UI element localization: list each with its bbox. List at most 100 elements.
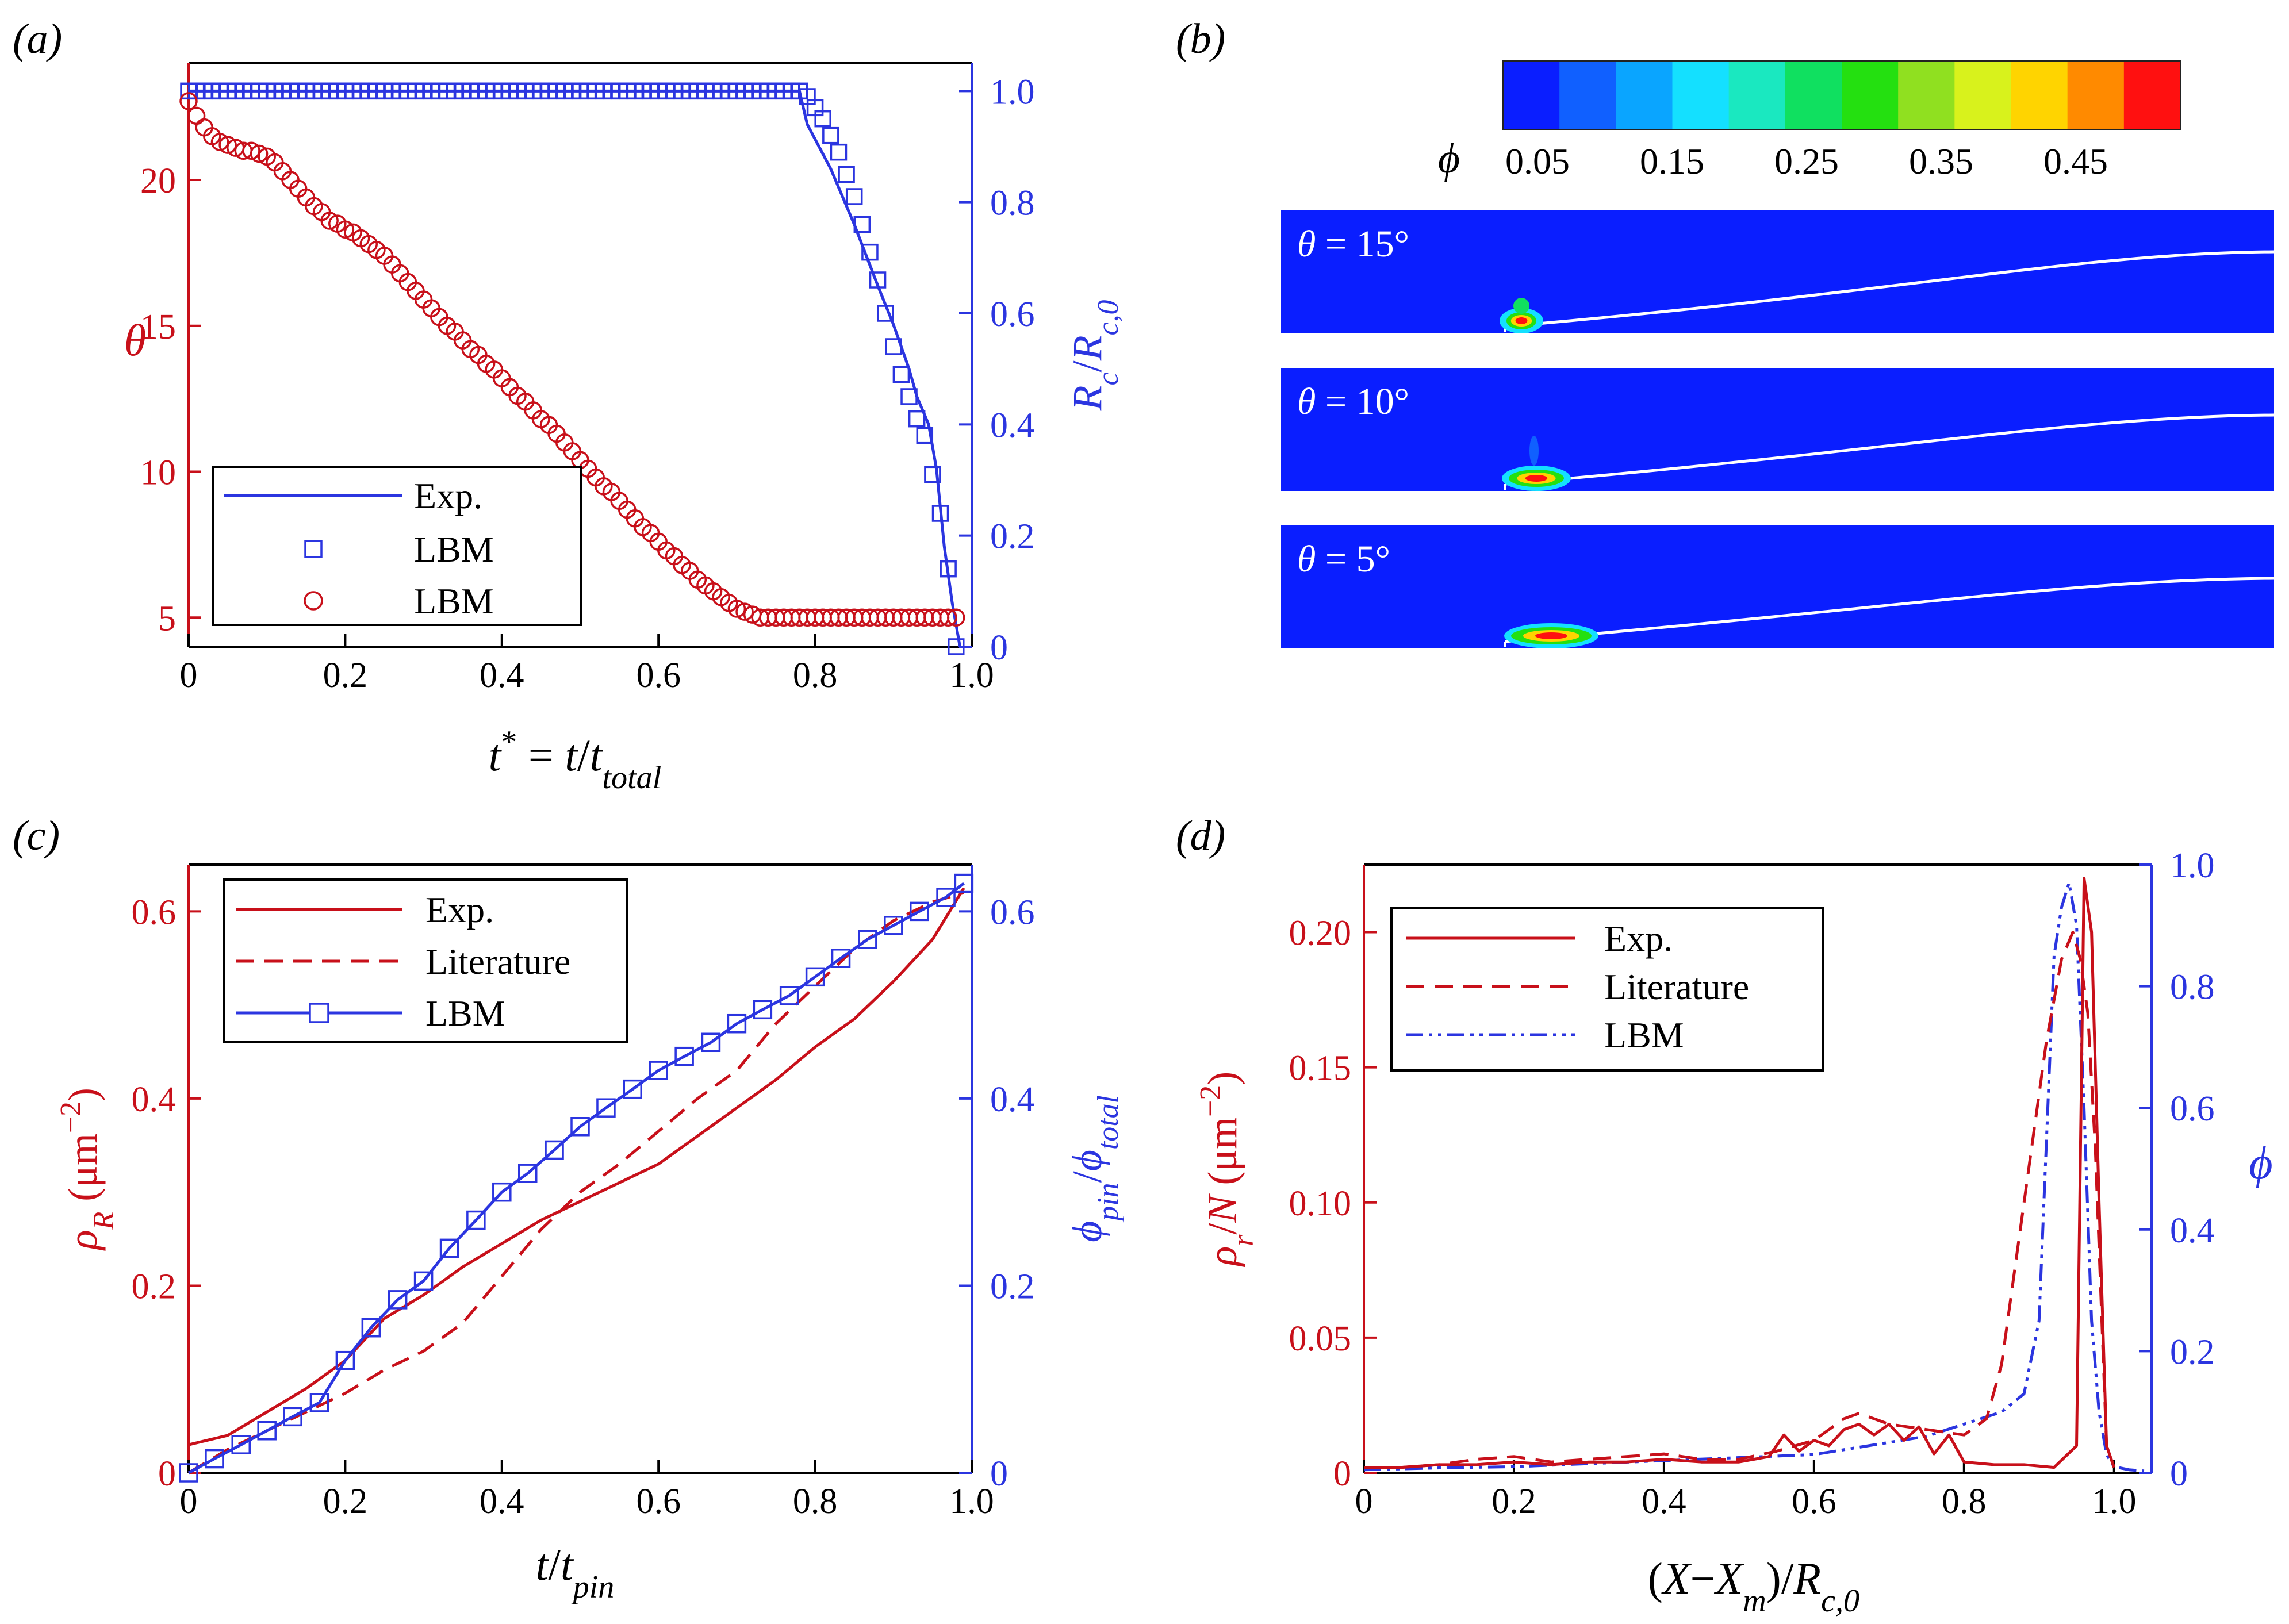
series-lbm-square [388,1290,408,1310]
y-axis-label: ρr/N (μm−2) [1194,1072,1260,1268]
colorbar-segment [1616,61,1673,129]
phi-contour-plume [1513,298,1529,314]
colorbar-tick-label: 0.25 [1774,141,1839,182]
series-lbm-square [936,888,956,907]
series-lbm-square [283,1407,302,1427]
y2-tick-label: 0 [990,1454,1008,1494]
y-tick-label: 0.15 [1289,1049,1352,1088]
series-lbm-square [753,1000,773,1020]
y-tick-label: 15 [140,308,176,347]
y-tick-label: 0 [1333,1454,1351,1494]
field-background [1281,210,2274,333]
y-tick-label: 0.20 [1289,914,1352,953]
y-tick-label: 10 [140,454,176,493]
series-lbm-circle [218,136,237,154]
series-lbm-circle [187,106,206,125]
panel-tag-c: (c) [13,812,60,859]
y-tick-label: 0.4 [132,1080,177,1119]
y2-tick-label: 0.6 [2170,1089,2215,1128]
colorbar-segment [1842,61,1899,129]
series-lbm-square [931,505,949,522]
panel-tag-d: (d) [1176,812,1225,859]
legend-key-lbm-circle [304,591,323,611]
series-lbm-square [413,1271,434,1291]
colorbar-segment [1559,61,1617,129]
phi-contour-core [1525,475,1548,482]
field-background [1281,368,2274,491]
series-lbm-square [869,271,887,289]
colorbar-segment [1728,61,1786,129]
x-axis-label: (X−Xm)/Rc,0 [1648,1553,1859,1619]
series-lbm-circle [320,212,339,230]
y-tick-label: 0.10 [1289,1184,1352,1223]
y2-axis-label: ϕ [2249,1138,2272,1189]
legend-label-literature: Literature [1604,966,1749,1007]
y2-tick-label: 0 [990,628,1008,667]
phi-contour-core [1535,632,1567,639]
colorbar-segment [1898,61,1956,129]
phi-contour-core [1515,317,1528,324]
y-tick-label: 0.2 [132,1267,177,1306]
series-lbm-square [814,110,831,128]
series-lbm-square [231,1435,251,1454]
y-tick-label: 20 [140,162,176,201]
series-lbm-circle [939,608,957,627]
series-lbm-circle [242,141,260,160]
interface-profile [1505,413,2275,486]
x-tick-label: 0.6 [636,1482,681,1521]
series-lbm-square [205,1449,224,1469]
legend: Exp. LBM LBM [212,466,582,626]
series-lbm-circle [727,600,746,618]
x-tick-label: 0.8 [793,656,838,695]
y-tick-label: 0 [158,1454,176,1494]
series-lbm-circle [210,133,229,151]
legend-label-lbm: LBM [425,993,505,1034]
y-tick-label: 5 [158,599,176,638]
series-lbm-square [570,1117,590,1137]
series-lbm-square [861,243,879,261]
series-lbm-square [858,930,877,949]
series-lbm-square [309,1393,329,1412]
x-tick-label: 0.8 [1942,1482,1987,1521]
colorbar-segment [2011,61,2068,129]
y2-tick-label: 0.6 [990,893,1035,932]
series-lbm-square [916,427,934,444]
series-lbm-square [649,1061,668,1080]
legend-label-lbm: LBM [414,581,494,621]
x-tick-label: 1.0 [2092,1482,2137,1521]
colorbar-tick-label: 0.35 [1909,141,1973,182]
interface-profile [1505,250,2275,328]
contact-angle-label: θ = 5° [1297,538,1390,580]
series-lbm-square [924,466,941,483]
contour-subpanel: θ = 10° [1281,368,2275,491]
series-lbm-square [885,338,902,355]
y2-tick-label: 0.2 [990,1267,1035,1306]
y2-tick-label: 0.8 [990,184,1035,223]
series-literature-line [187,891,965,1475]
x-axis-label: t/tpin [536,1539,615,1605]
colorbar-tick-label: 0.15 [1640,141,1704,182]
series-lbm-square [877,305,894,322]
colorbar-segment [1785,61,1842,129]
y2-tick-label: 0.8 [2170,968,2215,1007]
panel-b: (b) ϕ 0.05 0.15 0.25 0.35 0.45 θ = 15° θ = 10° θ … [1176,16,2275,648]
field-background [1281,525,2274,648]
legend-label-literature: Literature [425,941,570,982]
legend-label-exp: Exp. [414,475,482,516]
x-axis-label: t* = t/ttotal [489,724,662,796]
series-lbm-square [940,560,957,578]
legend-label-lbm: LBM [1604,1015,1684,1055]
colorbar-tick-label: 0.05 [1505,141,1570,182]
series-lbm-circle [947,608,965,627]
series-lbm-square [361,1318,381,1338]
series-lbm-square [908,410,926,428]
series-lbm-square [779,986,799,1005]
x-tick-label: 0.4 [480,656,524,695]
phi-contour-plume [1529,436,1539,466]
x-tick-label: 1.0 [949,1482,994,1521]
legend-label-exp: Exp. [425,889,494,930]
x-tick-label: 1.0 [949,656,994,695]
y2-axis-label: ϕpin/ϕtotal [1064,1095,1125,1242]
y2-tick-label: 0.2 [990,517,1035,556]
series-lbm-square [900,388,918,405]
